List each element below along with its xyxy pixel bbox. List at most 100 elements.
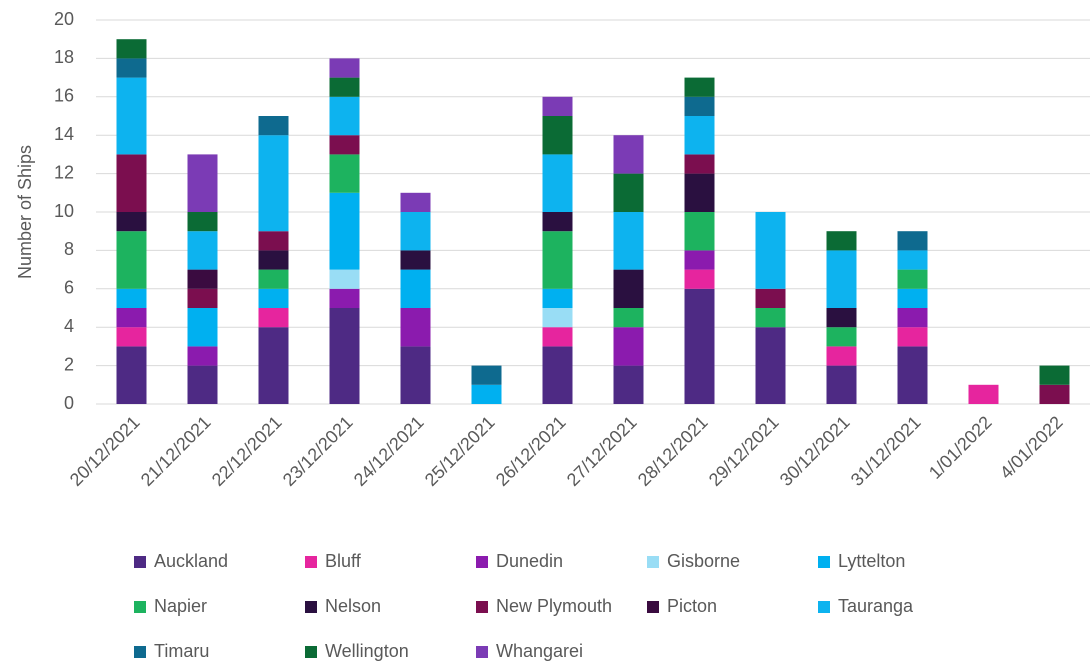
legend-label: Dunedin <box>496 551 563 571</box>
legend-label: Wellington <box>325 641 409 661</box>
bar-segment <box>116 77 147 155</box>
bar-segment <box>613 135 644 174</box>
bar-segment <box>613 269 644 308</box>
legend-swatch <box>647 601 659 613</box>
x-tick-label: 21/12/2021 <box>137 412 215 490</box>
bar-segment <box>400 269 431 308</box>
bar-segment <box>897 231 928 251</box>
bar-segment <box>826 231 857 251</box>
bar-segment <box>1039 365 1070 385</box>
bar-segment <box>116 58 147 78</box>
bar-segment <box>684 96 715 116</box>
legend-label: Auckland <box>154 551 228 571</box>
bar-segment <box>755 327 786 404</box>
legend-label: Gisborne <box>667 551 740 571</box>
bar-segment <box>826 346 857 366</box>
bar-segment <box>116 327 147 347</box>
bar-segment <box>613 308 644 328</box>
bar-segment <box>613 365 644 404</box>
bar-segment <box>116 346 147 404</box>
bar-segment <box>897 288 928 308</box>
bar-segment <box>258 250 289 270</box>
bar-segment <box>187 269 218 289</box>
bar-segment <box>258 231 289 251</box>
bar-segment <box>542 212 573 232</box>
bar-segment <box>258 288 289 308</box>
bar-segment <box>684 77 715 97</box>
bar-segment <box>826 365 857 404</box>
bar-segment <box>684 116 715 155</box>
bar-segment <box>400 346 431 404</box>
bar-segment <box>755 308 786 328</box>
bar-segment <box>684 269 715 289</box>
bar-segment <box>329 192 360 270</box>
y-tick-label: 8 <box>64 239 74 259</box>
bar-segment <box>329 135 360 155</box>
bar-segment <box>968 384 999 404</box>
legend-swatch <box>134 646 146 658</box>
y-tick-label: 10 <box>54 201 74 221</box>
bar-segment <box>542 308 573 328</box>
x-tick-label: 30/12/2021 <box>776 412 854 490</box>
bar-segment <box>187 231 218 270</box>
bar-segment <box>684 250 715 270</box>
legend-swatch <box>476 646 488 658</box>
legend-label: Nelson <box>325 596 381 616</box>
bar-segment <box>258 135 289 232</box>
bar-segment <box>329 77 360 97</box>
y-tick-label: 2 <box>64 354 74 374</box>
legend-label: Whangarei <box>496 641 583 661</box>
bar-segment <box>471 365 502 385</box>
bar-segment <box>542 154 573 212</box>
bar-segment <box>258 116 289 136</box>
legend-swatch <box>305 556 317 568</box>
x-tick-label: 27/12/2021 <box>563 412 641 490</box>
bar-segment <box>258 327 289 404</box>
bar-segment <box>684 173 715 212</box>
bar-segment <box>542 288 573 308</box>
legend-swatch <box>134 601 146 613</box>
bar-segment <box>1039 384 1070 404</box>
legend-swatch <box>134 556 146 568</box>
x-tick-label: 23/12/2021 <box>279 412 357 490</box>
x-tick-label: 24/12/2021 <box>350 412 428 490</box>
x-tick-label: 20/12/2021 <box>66 412 144 490</box>
bar-segment <box>542 346 573 404</box>
bar-segment <box>613 212 644 270</box>
bar-segment <box>187 346 218 366</box>
bar-segment <box>684 154 715 174</box>
bar-segment <box>471 384 502 404</box>
bar-segment <box>116 154 147 212</box>
bar-segment <box>400 192 431 212</box>
y-axis-label: Number of Ships <box>15 145 35 279</box>
bar-segment <box>116 308 147 328</box>
legend-swatch <box>476 556 488 568</box>
legend-label: Tauranga <box>838 596 914 616</box>
x-tick-label: 28/12/2021 <box>634 412 712 490</box>
y-tick-label: 14 <box>54 124 74 144</box>
y-tick-label: 6 <box>64 278 74 298</box>
bar-segment <box>187 154 218 212</box>
bar-segment <box>116 212 147 232</box>
bar-segment <box>897 269 928 289</box>
bar-segment <box>542 231 573 289</box>
x-tick-label: 4/01/2022 <box>996 412 1067 483</box>
bar-segment <box>897 346 928 404</box>
legend-swatch <box>818 556 830 568</box>
x-tick-label: 22/12/2021 <box>208 412 286 490</box>
bar-segment <box>116 288 147 308</box>
bar-segment <box>116 39 147 59</box>
bar-segment <box>329 96 360 136</box>
bar-segment <box>187 308 218 347</box>
bar-segment <box>400 250 431 270</box>
bar-segment <box>258 308 289 328</box>
bar-segment <box>897 327 928 347</box>
bar-segment <box>613 327 644 366</box>
bar-segment <box>755 212 786 289</box>
legend-label: Lyttelton <box>838 551 905 571</box>
legend-swatch <box>305 646 317 658</box>
bar-segment <box>755 288 786 308</box>
y-tick-label: 0 <box>64 393 74 413</box>
legend-swatch <box>818 601 830 613</box>
bar-segment <box>684 288 715 404</box>
